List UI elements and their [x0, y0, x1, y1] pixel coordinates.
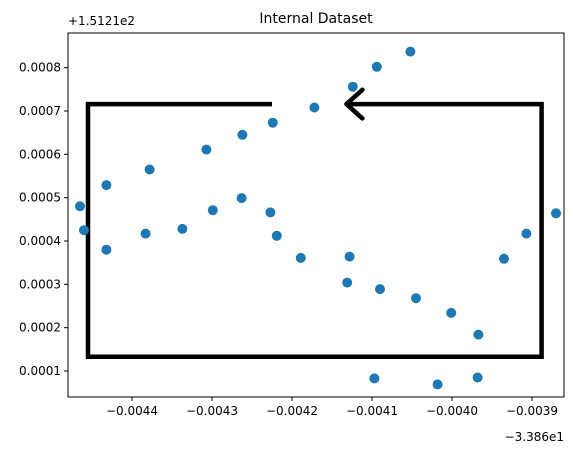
- scatter-point: [309, 102, 320, 113]
- scatter-point: [342, 277, 353, 288]
- chart-title: Internal Dataset: [259, 11, 373, 27]
- annotation-arrowhead: [344, 87, 365, 121]
- y-tick-label: 0.0008: [19, 61, 61, 75]
- scatter-point: [375, 284, 385, 295]
- y-tick-label: 0.0003: [19, 277, 61, 291]
- scatter-point: [207, 205, 218, 216]
- scatter-point: [499, 253, 509, 264]
- y-tick-label: 0.0005: [19, 191, 61, 205]
- x-tick-label: −0.0042: [266, 404, 318, 418]
- x-tick-label: −0.0040: [426, 404, 478, 418]
- annotation-outline: [85, 101, 544, 359]
- plot-frame: [67, 32, 565, 398]
- y-tick-label: 0.0002: [19, 321, 61, 335]
- y-axis-offset-label: +1.5121e2: [68, 14, 135, 28]
- scatter-point: [177, 223, 188, 234]
- scatter-point: [265, 207, 276, 218]
- scatter-point: [201, 144, 212, 155]
- scatter-point: [521, 228, 532, 239]
- x-axis-offset-label: −3.386e1: [505, 430, 564, 444]
- scatter-point: [101, 244, 112, 255]
- scatter-point: [144, 164, 155, 175]
- scatter-point: [411, 293, 421, 304]
- y-tick-label: 0.0004: [19, 234, 61, 248]
- scatter-point: [473, 329, 484, 340]
- scatter-point: [75, 201, 85, 212]
- scatter-point: [271, 230, 282, 241]
- y-tick-label: 0.0006: [19, 147, 61, 161]
- scatter-point: [101, 180, 112, 191]
- x-tick-label: −0.0041: [346, 404, 398, 418]
- scatter-point: [237, 129, 248, 140]
- scatter-point: [472, 372, 483, 383]
- scatter-point: [347, 81, 358, 92]
- annotation-layer: [85, 87, 544, 359]
- x-axis: −0.0044 −0.0043 −0.0042 −0.0041 −0.0040 −0.00…: [106, 397, 558, 418]
- x-tick-label: −0.0039: [506, 404, 558, 418]
- scatter-point: [344, 251, 355, 262]
- y-axis: 0.0001 0.0002 0.0003 0.0004 0.0005 0.0006 0.00…: [19, 61, 68, 378]
- y-tick-label: 0.0007: [19, 104, 61, 118]
- scatter-point: [432, 379, 443, 390]
- scatter-point: [371, 61, 382, 72]
- scatter-point: [79, 225, 89, 236]
- x-tick-label: −0.0044: [106, 404, 158, 418]
- scatter-point: [446, 307, 457, 318]
- scatter-point: [405, 46, 416, 57]
- scatter-point: [267, 117, 278, 128]
- scatter-point: [369, 373, 380, 384]
- y-tick-label: 0.0001: [19, 364, 61, 378]
- points-layer: [75, 46, 561, 390]
- scatter-point: [236, 193, 247, 204]
- scatter-point: [295, 252, 306, 263]
- x-tick-label: −0.0043: [186, 404, 238, 418]
- scatter-point: [551, 208, 561, 219]
- scatter-point: [140, 228, 151, 239]
